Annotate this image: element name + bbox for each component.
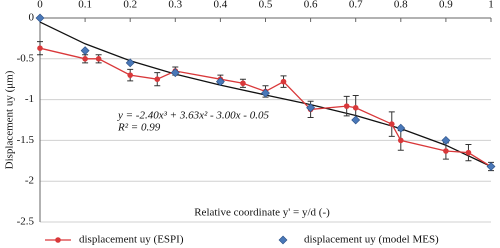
marker [351, 115, 361, 125]
x-tick-label: 1 [488, 0, 494, 11]
x-axis-label: Relative coordinate y' = y/d (-) [194, 207, 330, 219]
marker [154, 76, 161, 82]
marker [80, 46, 90, 56]
marker [215, 77, 225, 87]
x-tick-label: 0.7 [349, 0, 363, 11]
equation: y = -2.40x³ + 3.63x² - 3.00x - 0.05 [117, 110, 269, 122]
y-tick-label: -1 [25, 93, 34, 105]
marker [95, 56, 102, 62]
marker [388, 121, 395, 127]
legend-label: displacement uy (ESPI) [79, 234, 184, 246]
marker [280, 78, 287, 85]
marker [35, 13, 45, 23]
y-tick-label: -2.5 [17, 216, 35, 228]
x-tick-label: 0.9 [439, 0, 453, 11]
marker [486, 162, 496, 171]
marker [398, 137, 404, 144]
x-tick-label: 0.5 [259, 0, 273, 11]
legend-marker [278, 235, 288, 245]
x-tick-label: 0 [37, 0, 43, 11]
r-squared: R² = 0.99 [117, 122, 161, 134]
x-tick-label: 0.1 [78, 0, 92, 11]
marker [82, 56, 88, 62]
marker [37, 45, 43, 51]
legend-marker [55, 237, 61, 243]
y-tick-label: -0.5 [17, 52, 35, 64]
marker [352, 104, 359, 111]
x-tick-label: 0.4 [214, 0, 228, 11]
series-line [39, 47, 492, 168]
marker [125, 58, 135, 68]
legend-label: displacement uy (model MES) [304, 234, 439, 246]
marker [343, 103, 350, 109]
marker [396, 123, 406, 133]
x-tick-label: 0.8 [394, 0, 408, 11]
marker [306, 103, 316, 113]
y-tick-label: -2 [25, 175, 34, 187]
x-tick-label: 0.2 [123, 0, 137, 11]
y-axis-label: Displacement uy (μm) [4, 70, 16, 169]
x-tick-label: 0.3 [168, 0, 182, 11]
y-tick-label: -1.5 [17, 134, 35, 146]
marker [443, 148, 449, 154]
marker [261, 88, 270, 98]
marker [441, 135, 451, 145]
marker [127, 72, 133, 78]
y-tick-label: 0 [29, 12, 35, 24]
marker [170, 68, 180, 78]
marker [465, 149, 472, 156]
marker [240, 80, 246, 87]
x-tick-label: 0.6 [304, 0, 318, 11]
